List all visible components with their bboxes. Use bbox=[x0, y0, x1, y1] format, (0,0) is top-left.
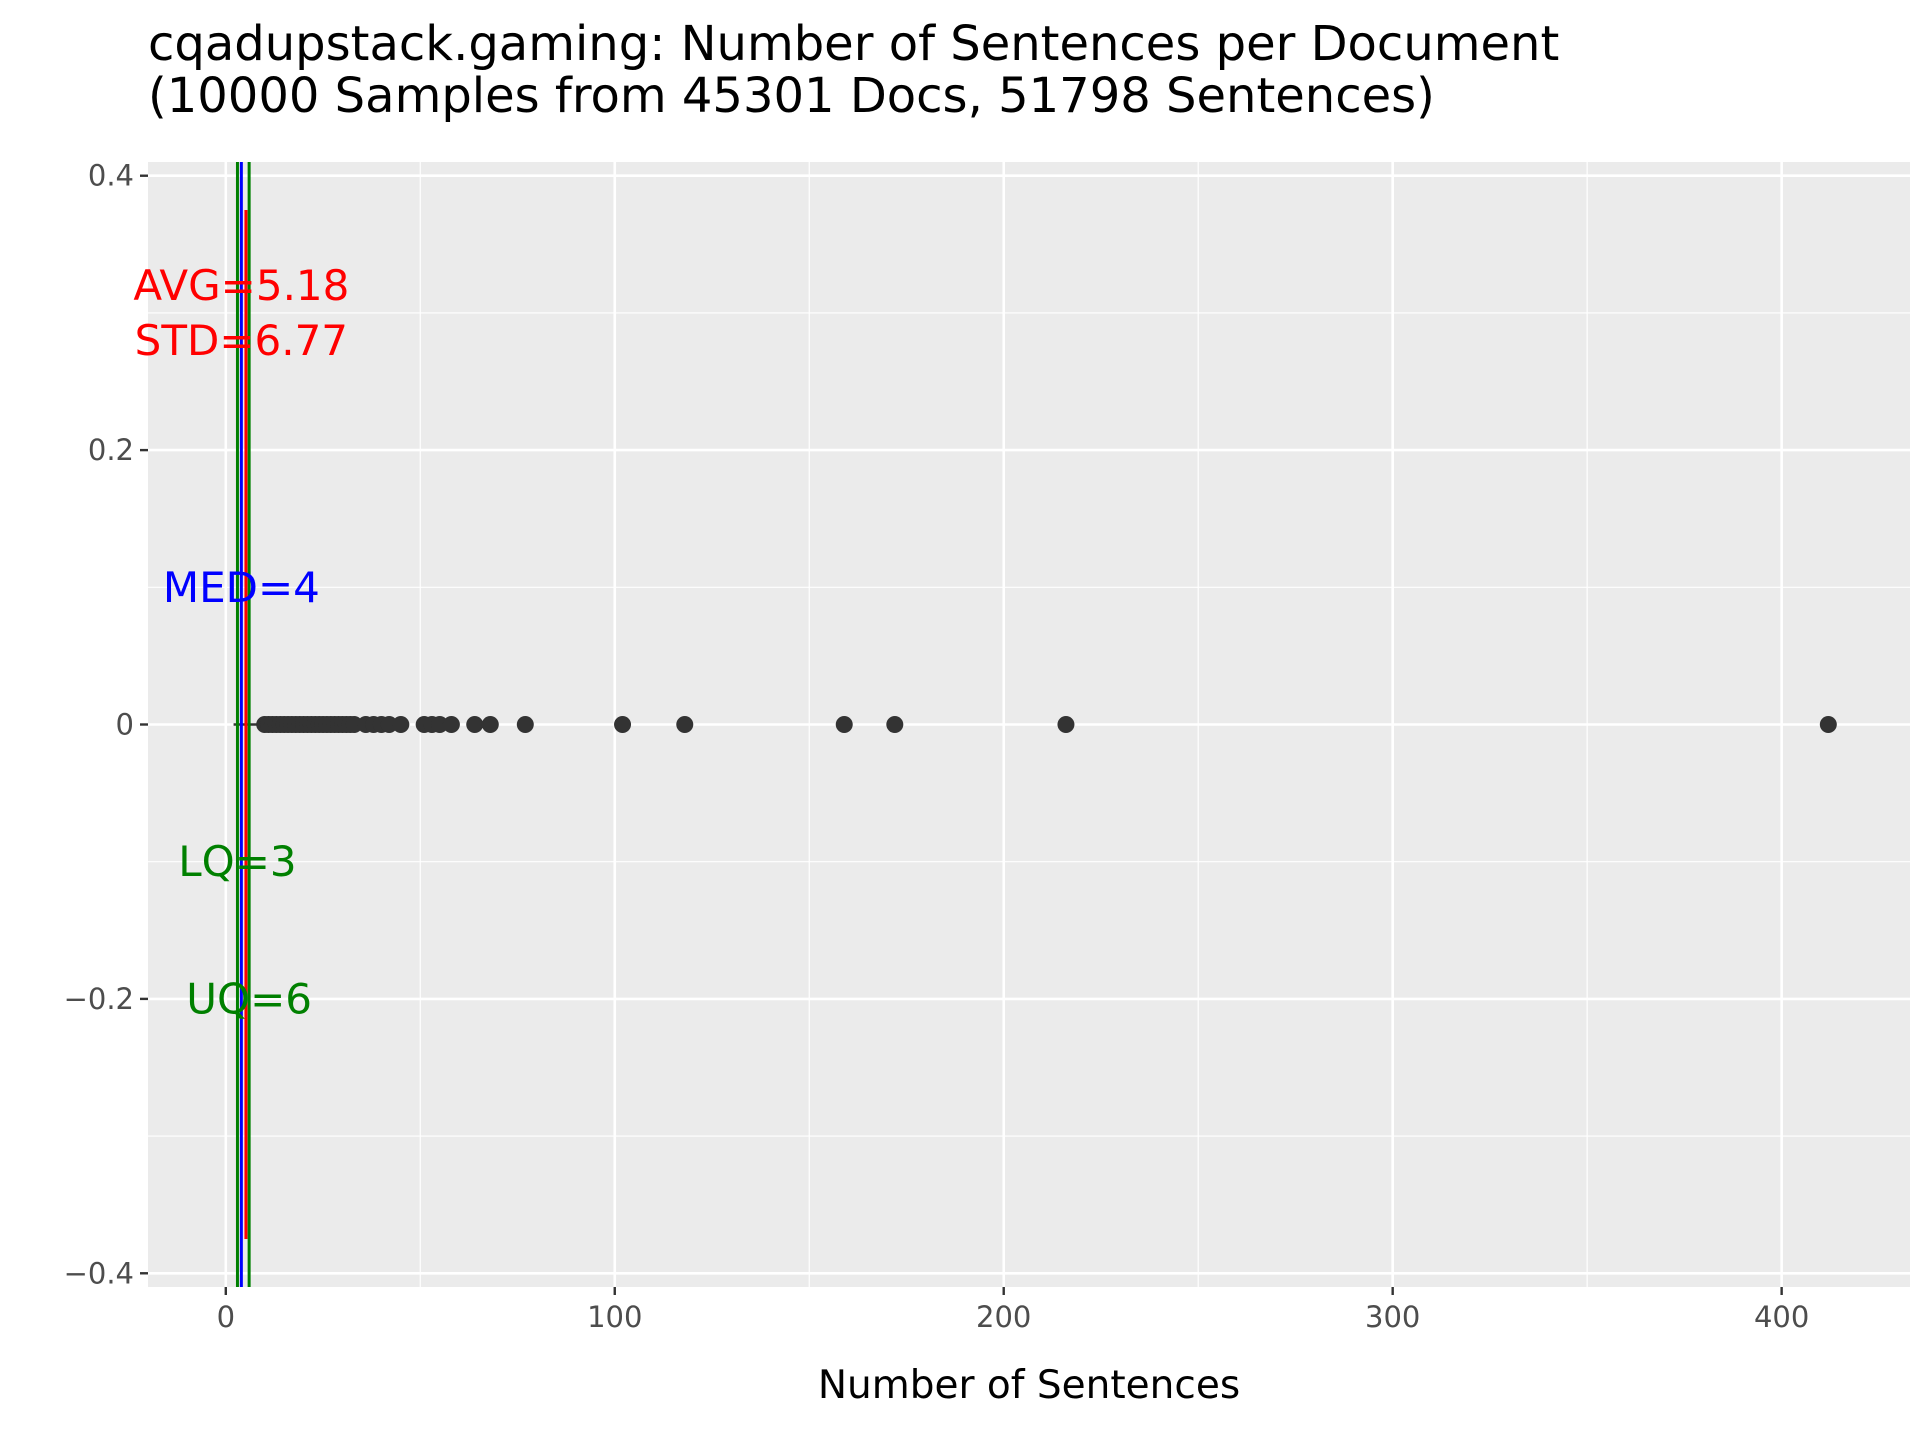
std-annotation: STD=6.77 bbox=[135, 316, 348, 365]
lq-annotation: LQ=3 bbox=[178, 837, 296, 886]
med-annotation: MED=4 bbox=[163, 563, 320, 612]
chart-title-line-2: (10000 Samples from 45301 Docs, 51798 Se… bbox=[148, 68, 1435, 124]
data-point bbox=[1057, 716, 1075, 733]
data-point bbox=[481, 716, 499, 733]
x-axis-title: Number of Sentences bbox=[818, 1363, 1240, 1408]
data-point bbox=[676, 716, 694, 733]
uq-annotation: UQ=6 bbox=[186, 974, 312, 1023]
data-point bbox=[431, 716, 449, 733]
data-point bbox=[1819, 716, 1837, 733]
y-tick-label: −0.4 bbox=[64, 1256, 134, 1290]
y-tick-label: 0 bbox=[116, 708, 134, 742]
annotations: AVG=5.18 STD=6.77 MED=4 LQ=3 UQ=6 bbox=[133, 261, 349, 1023]
reference-lines bbox=[235, 162, 251, 1287]
data-point bbox=[345, 716, 363, 733]
data-point bbox=[442, 716, 460, 733]
data-point bbox=[835, 716, 853, 733]
y-axis: 0.4 0.2 0 −0.2 −0.4 bbox=[64, 159, 148, 1290]
data-point bbox=[516, 716, 534, 733]
data-point bbox=[886, 716, 904, 733]
x-tick-label: 100 bbox=[587, 1300, 642, 1334]
chart-title-line-1: cqadupstack.gaming: Number of Sentences … bbox=[148, 16, 1559, 72]
x-axis: 0 100 200 300 400 bbox=[217, 1287, 1809, 1334]
x-tick-label: 0 bbox=[217, 1300, 235, 1334]
data-point bbox=[392, 716, 410, 733]
data-point bbox=[466, 716, 484, 733]
y-tick-label: 0.4 bbox=[88, 159, 134, 193]
avg-annotation: AVG=5.18 bbox=[133, 261, 349, 310]
data-point bbox=[614, 716, 632, 733]
data-point bbox=[380, 716, 398, 733]
y-tick-label: 0.2 bbox=[88, 433, 134, 467]
data-points bbox=[256, 716, 1837, 733]
y-tick-label: −0.2 bbox=[64, 982, 134, 1016]
x-tick-label: 300 bbox=[1365, 1300, 1420, 1334]
x-tick-label: 400 bbox=[1754, 1300, 1809, 1334]
x-tick-label: 200 bbox=[976, 1300, 1031, 1334]
